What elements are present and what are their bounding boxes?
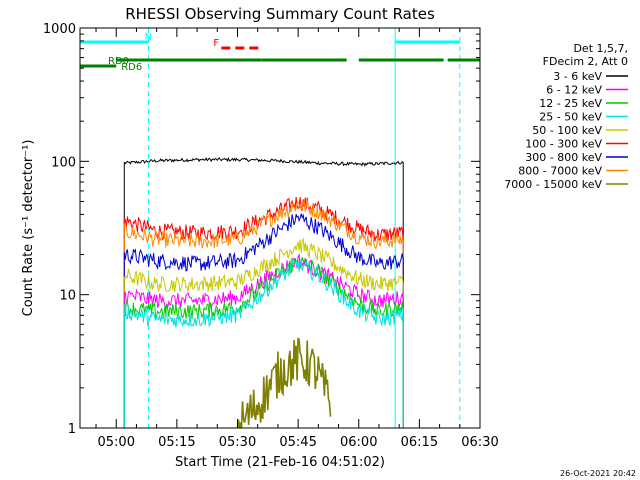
series-line-50-100-kev (123, 237, 404, 428)
flag-label-f: F (213, 38, 219, 49)
y-axis-label: Count Rate (s⁻¹ detector⁻¹) (21, 140, 36, 317)
legend-label: 6 - 12 keV (546, 84, 602, 97)
x-tick-label: 05:45 (279, 435, 316, 450)
y-tick-label: 1000 (43, 22, 76, 37)
legend-label: 800 - 7000 keV (518, 165, 602, 178)
series-line-100-300-kev (123, 196, 404, 428)
vertical-markers (148, 28, 461, 428)
legend-label: 7000 - 15000 keV (504, 178, 602, 191)
status-flags: NFRD0RD6 (80, 32, 480, 73)
series-line-3-6-kev (123, 156, 404, 428)
x-axis-label: Start Time (21-Feb-16 04:51:02) (175, 455, 385, 470)
series-line-6-12-kev (123, 253, 404, 428)
x-tick-label: 06:30 (461, 435, 498, 450)
legend-label: 12 - 25 keV (539, 97, 602, 110)
series-line-12-25-kev (123, 257, 404, 428)
x-tick-label: 06:00 (340, 435, 377, 450)
legend-label: 100 - 300 keV (525, 138, 602, 151)
x-tick-label: 06:15 (401, 435, 438, 450)
series-line-7000-15000-kev (236, 337, 332, 429)
series-line-300-800-kev (123, 213, 404, 428)
chart-title: RHESSI Observing Summary Count Rates (125, 5, 435, 23)
y-tick-label: 10 (59, 289, 76, 304)
legend-label: 50 - 100 keV (532, 124, 602, 137)
legend-label: 3 - 6 keV (553, 70, 602, 83)
series-layer (123, 156, 404, 429)
y-tick-label: 1 (68, 422, 76, 437)
legend-header-line-1: Det 1,5,7, (573, 42, 628, 55)
y-tick-label: 100 (51, 155, 76, 170)
generation-timestamp: 26-Oct-2021 20:42 (560, 469, 636, 478)
x-tick-label: 05:15 (158, 435, 195, 450)
flag-label-n: N (145, 32, 152, 43)
x-tick-label: 05:00 (98, 435, 135, 450)
flag-label-rd6: RD6 (121, 62, 142, 73)
plot-frame (79, 27, 481, 429)
legend-label: 300 - 800 keV (525, 151, 602, 164)
series-line-25-50-kev (123, 258, 404, 428)
legend-header-line-2: FDecim 2, Att 0 (543, 55, 628, 68)
x-tick-label: 05:30 (219, 435, 256, 450)
legend-label: 25 - 50 keV (539, 111, 602, 124)
series-line-800-7000-kev (123, 199, 404, 428)
axes: 05:00 05:15 05:30 05:45 06:00 06:15 06:30 1 10 10… (43, 22, 499, 450)
